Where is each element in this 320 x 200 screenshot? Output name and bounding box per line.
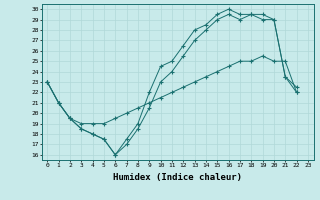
X-axis label: Humidex (Indice chaleur): Humidex (Indice chaleur): [113, 173, 242, 182]
